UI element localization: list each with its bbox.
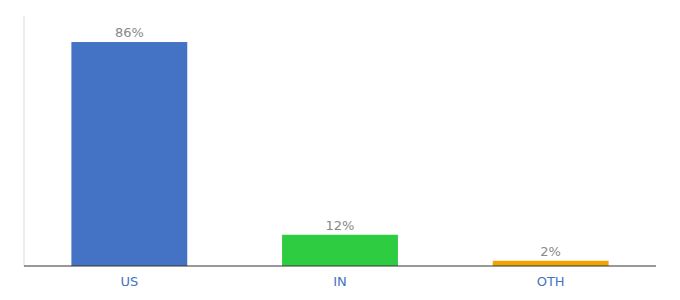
x-tick-label: OTH — [537, 274, 565, 289]
chart: 86% 12% 2% US IN OTH — [0, 0, 680, 300]
data-label: 86% — [115, 25, 144, 40]
x-axis-line — [24, 266, 656, 267]
bar — [493, 261, 609, 266]
data-label: 12% — [326, 218, 355, 233]
x-tick-label: US — [120, 274, 138, 289]
x-tick-label: IN — [333, 274, 347, 289]
bar — [71, 42, 187, 266]
y-axis-line — [24, 16, 25, 266]
bar — [282, 235, 398, 266]
bars — [71, 42, 608, 266]
data-label: 2% — [540, 244, 561, 259]
